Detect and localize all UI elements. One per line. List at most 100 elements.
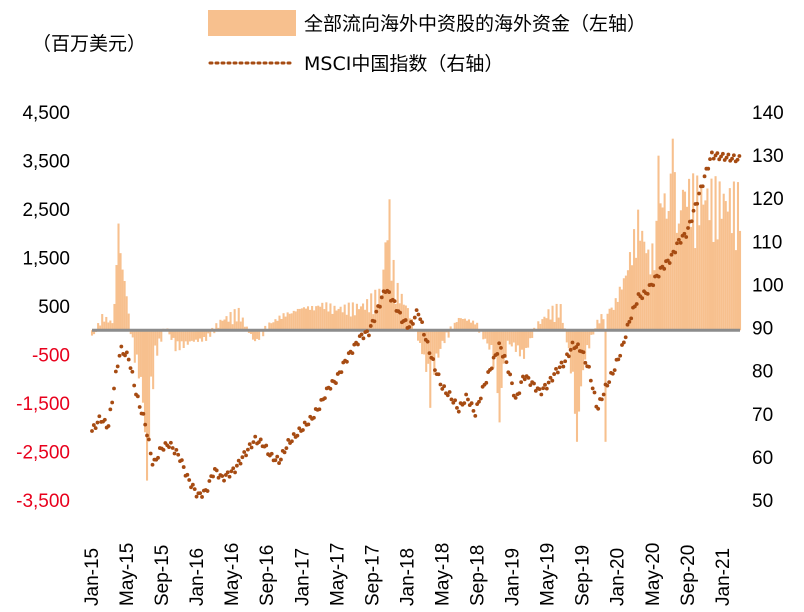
flow-bar <box>117 223 120 331</box>
y-right-tick-label: 60 <box>752 448 773 469</box>
msci-point <box>398 310 403 315</box>
msci-point <box>150 462 155 467</box>
msci-point <box>456 409 461 414</box>
flow-bar <box>359 306 363 331</box>
bar-series <box>90 138 742 481</box>
flow-bar <box>708 220 711 331</box>
msci-point <box>205 489 210 493</box>
msci-point <box>442 384 447 389</box>
flow-bar <box>205 330 208 341</box>
msci-point <box>543 382 547 387</box>
flow-bar <box>143 330 147 433</box>
flow-bar <box>315 306 318 331</box>
msci-point <box>345 359 349 364</box>
flow-bar <box>243 326 246 331</box>
flow-bar <box>292 310 295 331</box>
msci-point <box>675 241 679 246</box>
y-left-tick-label: 2,500 <box>22 200 70 221</box>
msci-point <box>187 478 192 482</box>
flow-bar <box>657 155 660 331</box>
msci-point <box>735 157 740 162</box>
msci-point <box>552 372 557 376</box>
msci-point <box>427 351 432 356</box>
flow-bar <box>447 330 450 338</box>
flow-bar <box>249 330 252 334</box>
flow-bar <box>545 318 548 331</box>
msci-point <box>190 482 195 487</box>
msci-point <box>546 380 551 385</box>
msci-point <box>269 451 274 456</box>
flow-bar <box>319 306 322 331</box>
flow-bar <box>231 324 234 331</box>
flow-bar <box>306 306 310 331</box>
msci-point <box>453 398 458 403</box>
msci-point <box>669 252 674 257</box>
msci-point <box>596 406 601 411</box>
msci-point <box>678 240 683 245</box>
msci-point <box>167 445 171 450</box>
flow-bar <box>256 330 259 339</box>
flow-bar <box>284 316 287 331</box>
flow-bar <box>417 330 420 341</box>
flow-bar <box>300 308 303 331</box>
x-tick-label: May-18 <box>432 543 453 606</box>
flow-bar <box>606 313 609 331</box>
y-right-axis: 140 130 120 110 100 90 80 70 60 50 <box>752 103 784 512</box>
flow-bar <box>557 317 560 331</box>
msci-point <box>607 380 612 384</box>
msci-point <box>623 335 628 340</box>
x-tick-label: Jan-15 <box>82 548 103 606</box>
flow-bar <box>484 330 487 339</box>
msci-point <box>627 319 632 324</box>
msci-point <box>102 417 107 422</box>
msci-point <box>317 407 322 412</box>
x-tick-label: May-20 <box>643 543 664 606</box>
msci-point <box>242 450 247 454</box>
flow-bar <box>600 314 603 331</box>
flow-bar <box>364 309 367 331</box>
flow-bar <box>690 226 693 331</box>
flow-bar <box>382 269 385 331</box>
flow-bar <box>129 330 132 335</box>
msci-point <box>132 383 137 388</box>
flow-bar <box>386 240 389 331</box>
msci-point <box>554 366 558 371</box>
flow-bar <box>221 320 224 331</box>
flow-bar <box>309 309 312 331</box>
flow-bar <box>203 330 206 337</box>
flow-bar <box>201 330 204 342</box>
msci-point <box>570 340 575 345</box>
flow-bar <box>584 330 587 360</box>
msci-point <box>356 342 360 347</box>
flow-bar <box>198 330 202 339</box>
flow-bar <box>357 309 360 331</box>
flow-bar <box>172 330 175 338</box>
flow-bar <box>439 330 442 349</box>
msci-point <box>689 219 694 224</box>
flow-bar <box>626 270 629 331</box>
flow-bar <box>578 330 581 412</box>
msci-point <box>425 339 430 344</box>
flow-bar <box>429 330 432 408</box>
flow-bar <box>196 330 200 342</box>
flow-bar <box>610 307 613 331</box>
flow-bar <box>569 330 572 374</box>
flow-bar <box>738 230 742 331</box>
flow-bar <box>683 191 687 331</box>
flow-bar <box>225 316 228 331</box>
msci-point <box>566 354 571 359</box>
flow-bar <box>688 178 691 331</box>
y-left-tick-label: -1,500 <box>16 394 70 415</box>
msci-point <box>277 461 281 465</box>
flow-bar <box>726 211 729 331</box>
flow-bar <box>675 232 678 331</box>
flow-bar <box>103 321 106 331</box>
flow-bar <box>353 315 356 331</box>
msci-point <box>282 450 287 455</box>
flow-bar <box>376 305 379 331</box>
msci-point <box>447 390 452 394</box>
msci-point <box>301 428 305 432</box>
flow-bar <box>608 308 611 331</box>
flow-bar <box>643 241 646 331</box>
flow-bar <box>580 330 583 387</box>
